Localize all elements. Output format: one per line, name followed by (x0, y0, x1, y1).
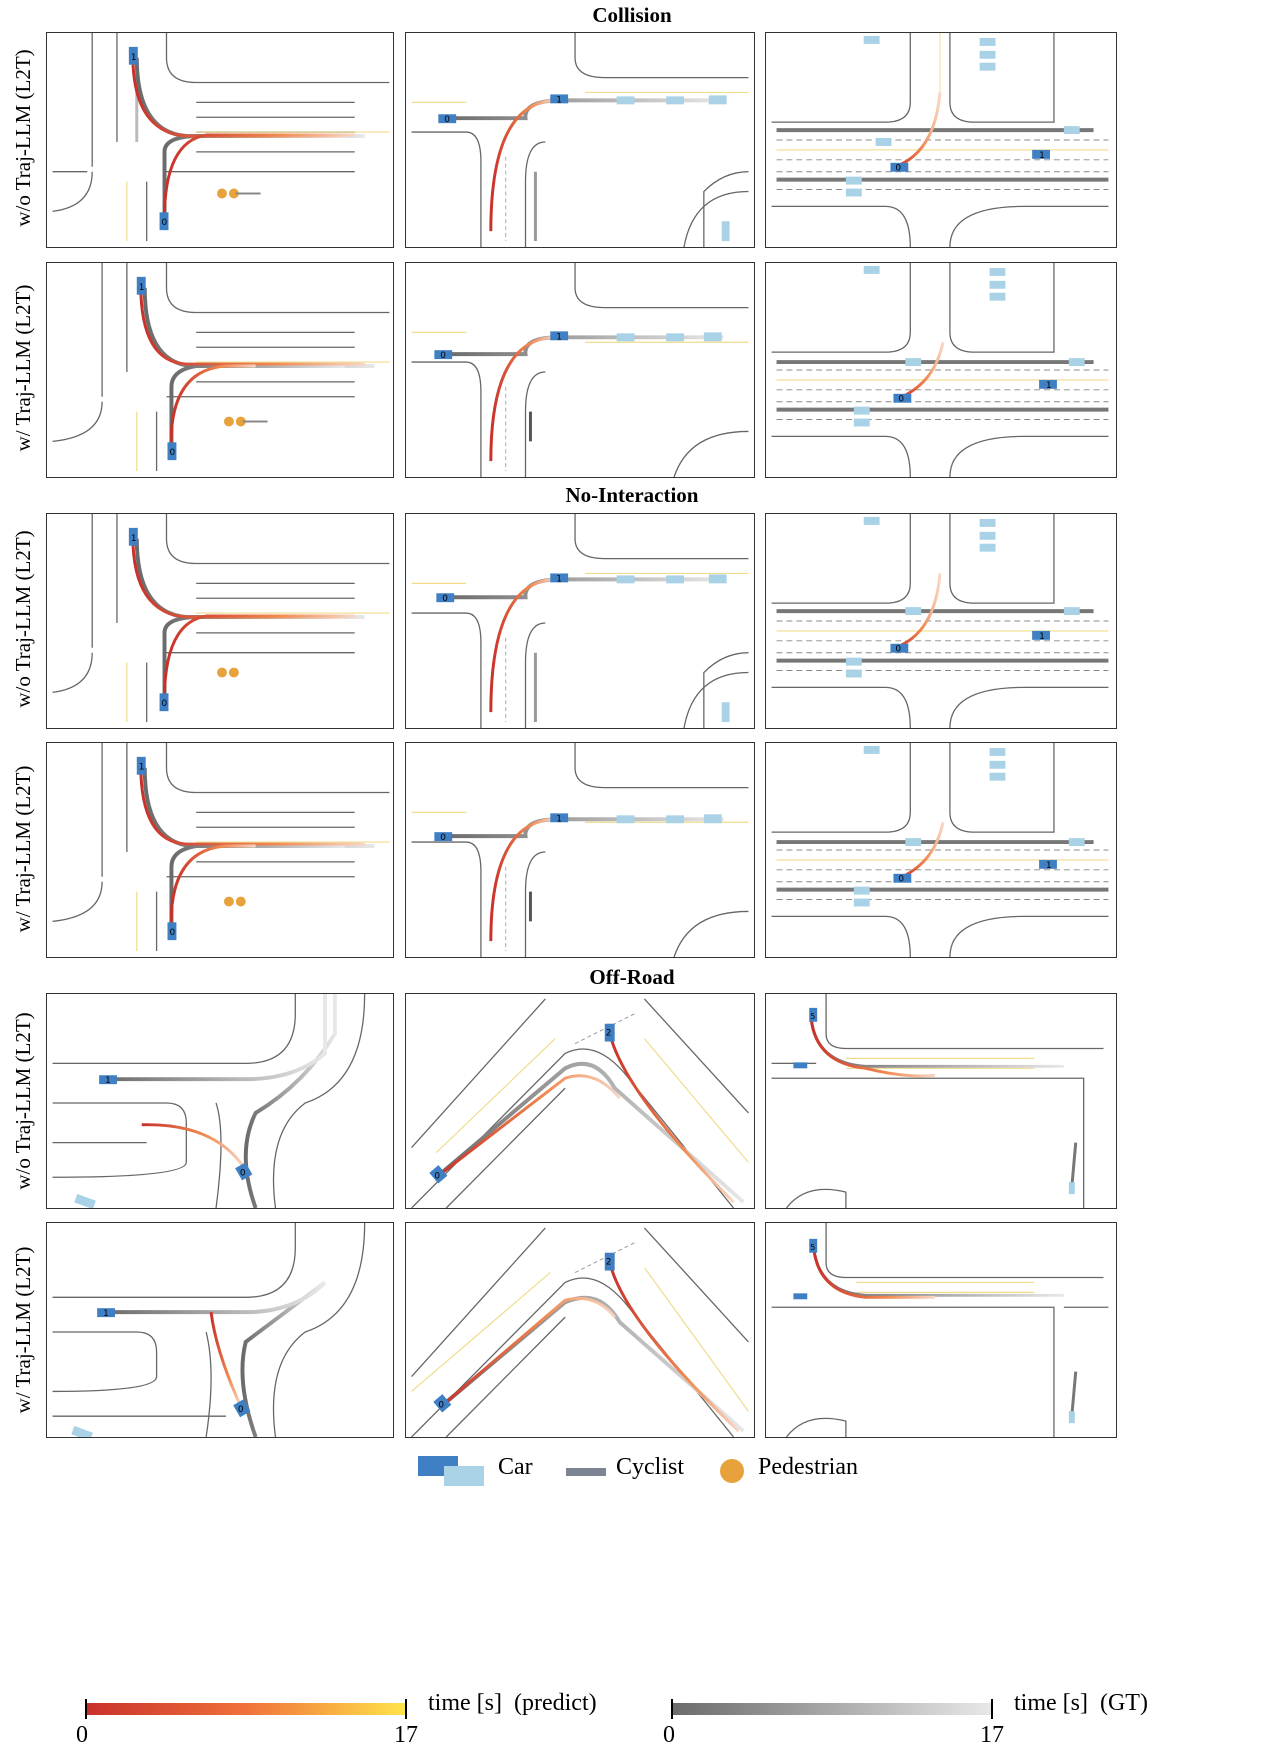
row-label-nointeraction-with: w/ Traj-LLM (L2T) (11, 765, 35, 933)
svg-text:0: 0 (895, 164, 901, 174)
colorbar-gt (671, 1699, 993, 1719)
svg-text:0: 0 (238, 1405, 244, 1415)
svg-text:5: 5 (810, 1012, 815, 1021)
svg-text:1: 1 (139, 283, 145, 293)
row-label-offroad-with: w/ Traj-LLM (L2T) (11, 1246, 35, 1414)
panel-collision-without-a: 1 0 (46, 32, 394, 248)
legend-car-label: Car (498, 1454, 533, 1480)
svg-text:1: 1 (556, 814, 562, 824)
svg-text:2: 2 (606, 1029, 612, 1039)
panel-offroad-without-c: 5 (765, 993, 1117, 1209)
svg-text:0: 0 (898, 875, 904, 885)
panel-collision-without-b: 1 0 (405, 32, 755, 248)
row-label-nointeraction-without: w/o Traj-LLM (L2T) (11, 530, 35, 708)
colorbar-gt-max: 17 (980, 1722, 1004, 1748)
svg-text:0: 0 (434, 1171, 440, 1181)
svg-text:0: 0 (240, 1168, 246, 1178)
panel-nointeraction-without-b: 1 0 (405, 513, 755, 729)
svg-text:0: 0 (162, 699, 168, 709)
svg-text:1: 1 (1039, 632, 1045, 642)
colorbar-gt-min: 0 (663, 1722, 675, 1748)
svg-text:0: 0 (440, 833, 446, 843)
svg-text:1: 1 (1046, 861, 1052, 871)
svg-text:0: 0 (895, 645, 901, 655)
panel-offroad-without-a: 1 0 (46, 993, 394, 1209)
section-title-no-interaction: No-Interaction (565, 483, 699, 507)
pedestrian-legend-icon (720, 1459, 744, 1483)
panel-nointeraction-with-b: 1 0 (405, 742, 755, 958)
colorbar-predict (85, 1699, 407, 1719)
row-label-offroad-without: w/o Traj-LLM (L2T) (11, 1012, 35, 1190)
svg-text:1: 1 (556, 574, 562, 584)
svg-text:2: 2 (606, 1258, 612, 1268)
legend-pedestrian-label: Pedestrian (758, 1454, 858, 1480)
cyclist-legend-icon (566, 1468, 606, 1476)
svg-text:1: 1 (105, 1076, 111, 1086)
panel-collision-with-b: 1 0 (405, 262, 755, 478)
svg-text:0: 0 (440, 351, 446, 361)
svg-text:1: 1 (1039, 151, 1045, 161)
panel-collision-with-a: 1 0 (46, 262, 394, 478)
colorbar-predict-min: 0 (76, 1722, 88, 1748)
panel-nointeraction-with-c: 0 1 (765, 742, 1117, 958)
section-title-off-road: Off-Road (589, 965, 675, 989)
svg-text:1: 1 (131, 534, 137, 544)
svg-text:0: 0 (898, 395, 904, 405)
svg-text:5: 5 (810, 1243, 815, 1252)
panel-nointeraction-without-a: 1 0 (46, 513, 394, 729)
panel-collision-without-c: 0 1 (765, 32, 1117, 248)
legend-cyclist-label: Cyclist (616, 1454, 685, 1480)
panel-offroad-without-b: 2 0 (405, 993, 755, 1209)
panel-offroad-with-b: 2 0 (405, 1222, 755, 1438)
svg-text:1: 1 (131, 53, 137, 63)
row-label-collision-with: w/ Traj-LLM (L2T) (11, 284, 35, 452)
panel-offroad-with-a: 1 0 (46, 1222, 394, 1438)
svg-text:1: 1 (139, 763, 145, 773)
car-legend-icon (418, 1456, 484, 1486)
section-title-collision: Collision (592, 3, 672, 27)
svg-text:0: 0 (169, 928, 175, 938)
svg-text:1: 1 (556, 332, 562, 342)
svg-text:0: 0 (442, 594, 448, 604)
panel-nointeraction-without-c: 0 1 (765, 513, 1117, 729)
svg-text:1: 1 (103, 1309, 109, 1319)
panel-collision-with-c: 0 1 (765, 262, 1117, 478)
panel-nointeraction-with-a: 1 0 (46, 742, 394, 958)
svg-text:0: 0 (162, 218, 168, 228)
colorbar-predict-max: 17 (394, 1722, 418, 1748)
colorbar-predict-label: time [s] (predict) (428, 1690, 597, 1716)
svg-text:0: 0 (438, 1400, 444, 1410)
svg-text:0: 0 (444, 115, 450, 125)
svg-text:0: 0 (169, 448, 175, 458)
colorbar-gt-label: time [s] (GT) (1014, 1690, 1148, 1716)
panel-offroad-with-c: 5 (765, 1222, 1117, 1438)
svg-text:1: 1 (1046, 381, 1052, 391)
row-label-collision-without: w/o Traj-LLM (L2T) (11, 49, 35, 227)
svg-text:1: 1 (556, 95, 562, 105)
